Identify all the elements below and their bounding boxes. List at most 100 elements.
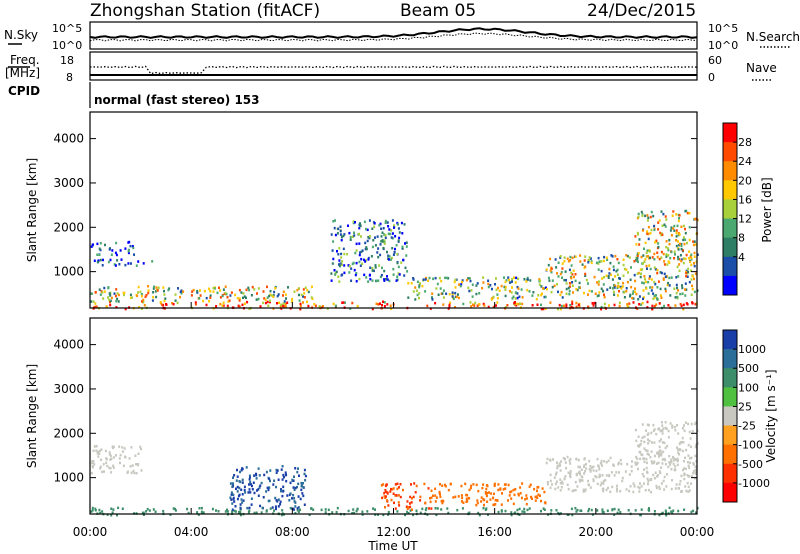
data-cell bbox=[394, 507, 397, 510]
data-cell bbox=[536, 303, 539, 306]
data-cell bbox=[247, 491, 250, 494]
data-cell bbox=[478, 292, 481, 295]
data-cell bbox=[636, 462, 638, 466]
data-cell bbox=[412, 495, 415, 499]
data-cell bbox=[549, 459, 552, 462]
data-cell bbox=[685, 448, 688, 452]
data-cell bbox=[398, 231, 401, 234]
data-cell bbox=[373, 225, 376, 229]
data-cell bbox=[495, 288, 498, 292]
data-cell bbox=[568, 268, 571, 272]
data-cell bbox=[589, 486, 592, 489]
data-cell bbox=[300, 488, 303, 492]
data-cell bbox=[690, 445, 692, 449]
data-cell bbox=[682, 468, 684, 472]
power-cbar-label: Power [dB] bbox=[760, 177, 774, 242]
data-cell bbox=[432, 494, 434, 497]
data-cell bbox=[602, 259, 605, 263]
data-cell bbox=[239, 513, 242, 517]
data-cell bbox=[296, 509, 299, 512]
data-cell bbox=[503, 276, 505, 279]
data-cell bbox=[566, 257, 569, 260]
data-cell bbox=[483, 498, 486, 502]
data-cell bbox=[263, 473, 266, 477]
data-cell bbox=[291, 497, 293, 500]
data-cell bbox=[638, 486, 641, 490]
data-cell bbox=[383, 242, 386, 245]
data-cell bbox=[523, 510, 526, 514]
data-cell bbox=[620, 462, 623, 466]
data-cell bbox=[526, 288, 529, 292]
data-cell bbox=[618, 304, 621, 308]
data-cell bbox=[681, 249, 684, 252]
data-cell bbox=[296, 470, 299, 474]
data-cell bbox=[561, 267, 564, 270]
data-cell bbox=[645, 466, 648, 470]
data-cell bbox=[110, 507, 113, 510]
data-cell bbox=[543, 508, 546, 511]
data-cell bbox=[584, 272, 587, 276]
data-cell bbox=[571, 513, 574, 517]
velocity-heatmap bbox=[90, 421, 699, 517]
data-cell bbox=[306, 288, 309, 292]
data-cell bbox=[647, 292, 650, 295]
power-cbar-tick-label: 16 bbox=[738, 193, 752, 206]
data-cell bbox=[273, 479, 276, 482]
data-cell bbox=[600, 269, 603, 273]
data-cell bbox=[672, 210, 675, 213]
data-cell bbox=[103, 470, 105, 473]
velocity-cbar-tick-label: -1000 bbox=[738, 477, 770, 490]
data-cell bbox=[587, 259, 590, 262]
data-cell bbox=[229, 294, 232, 297]
data-cell bbox=[665, 218, 668, 221]
data-cell bbox=[583, 489, 586, 493]
data-cell bbox=[496, 301, 499, 304]
data-cell bbox=[661, 432, 664, 435]
data-cell bbox=[471, 283, 474, 286]
data-cell bbox=[234, 293, 237, 297]
data-cell bbox=[622, 258, 625, 261]
data-cell bbox=[284, 305, 287, 308]
data-cell bbox=[577, 303, 580, 307]
data-cell bbox=[341, 273, 344, 276]
data-cell bbox=[511, 286, 513, 289]
data-cell bbox=[618, 301, 621, 305]
data-cell bbox=[677, 257, 680, 261]
data-cell bbox=[478, 303, 481, 306]
nsearch-series bbox=[89, 32, 698, 42]
data-cell bbox=[567, 286, 570, 290]
data-cell bbox=[405, 254, 408, 257]
data-cell bbox=[667, 254, 670, 257]
data-cell bbox=[580, 509, 583, 512]
data-cell bbox=[525, 497, 528, 500]
data-cell bbox=[385, 495, 387, 498]
data-cell bbox=[526, 276, 529, 280]
data-cell bbox=[615, 270, 618, 273]
data-cell bbox=[565, 305, 568, 308]
data-cell bbox=[688, 226, 691, 229]
data-cell bbox=[497, 488, 500, 492]
data-cell bbox=[90, 292, 93, 295]
data-cell bbox=[678, 217, 680, 220]
data-cell bbox=[693, 255, 696, 258]
data-cell bbox=[403, 223, 406, 226]
data-cell bbox=[437, 293, 440, 296]
power-ylabel: Slant Range [km] bbox=[25, 158, 39, 262]
data-cell bbox=[391, 247, 394, 250]
data-cell bbox=[587, 293, 589, 296]
data-cell bbox=[121, 507, 124, 510]
data-cell bbox=[392, 273, 395, 276]
data-cell bbox=[364, 241, 367, 245]
data-cell bbox=[691, 475, 693, 478]
data-cell bbox=[636, 457, 639, 460]
data-cell bbox=[91, 506, 94, 510]
data-cell bbox=[622, 281, 625, 285]
data-cell bbox=[441, 484, 444, 487]
data-cell bbox=[639, 457, 642, 461]
data-cell bbox=[576, 288, 579, 292]
data-cell bbox=[387, 254, 390, 257]
data-cell bbox=[579, 465, 581, 469]
data-cell bbox=[264, 301, 267, 305]
data-cell bbox=[434, 500, 437, 503]
data-cell bbox=[425, 276, 427, 280]
